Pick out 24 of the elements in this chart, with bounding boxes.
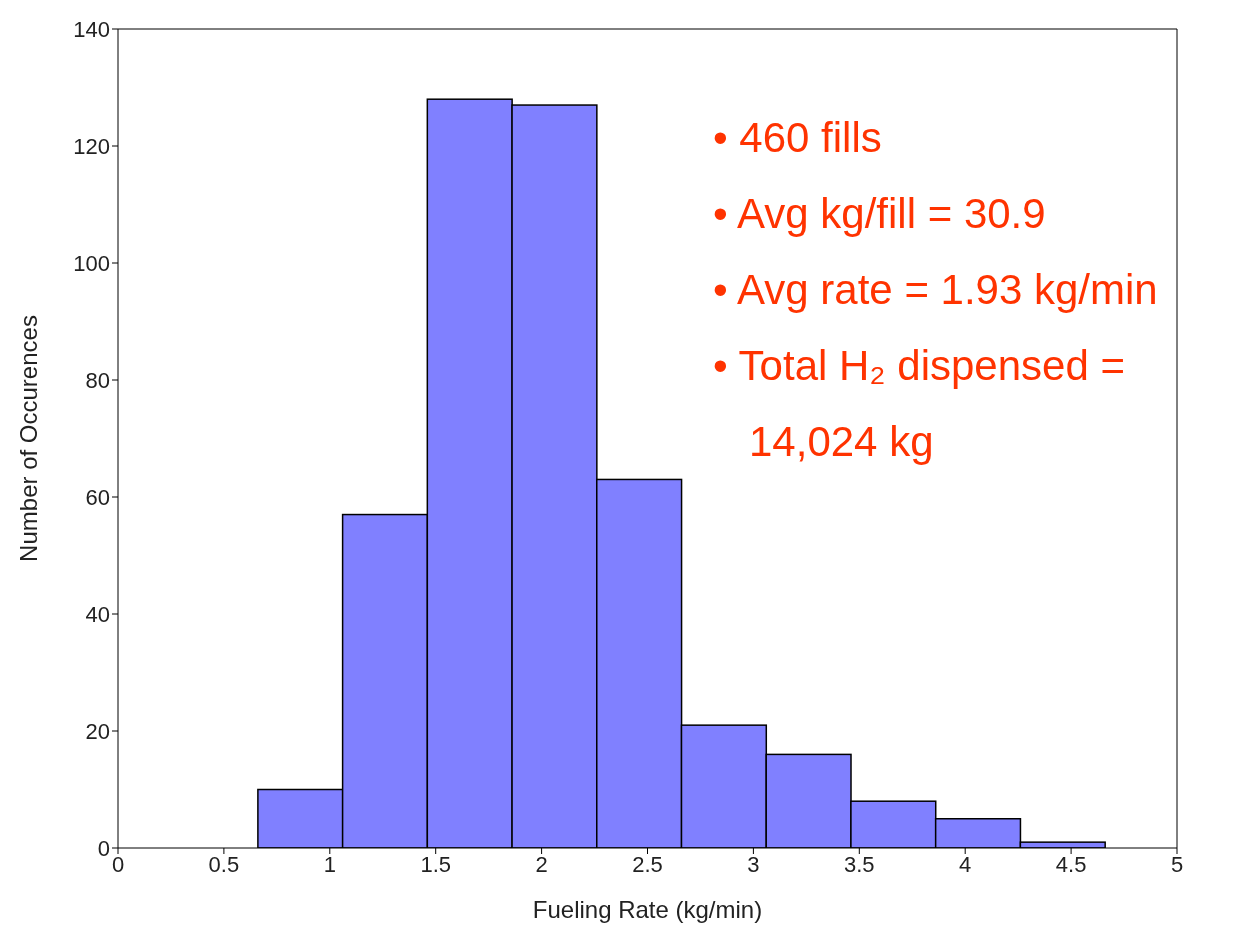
x-tick-label: 3 [747, 851, 760, 877]
y-tick-label: 100 [73, 250, 110, 276]
y-tick-label: 120 [73, 133, 110, 159]
y-tick-label: 20 [85, 718, 110, 744]
x-tick-label: 1 [323, 851, 336, 877]
x-tick-label: 2.5 [632, 851, 663, 877]
x-tick-label: 3.5 [844, 851, 875, 877]
y-tick-label: 80 [85, 367, 110, 393]
annotation: • Avg kg/fill = 30.9 [713, 189, 1047, 239]
x-tick-label: 4 [959, 851, 972, 877]
y-tick-label: 60 [85, 484, 110, 510]
annotation: • Avg rate = 1.93 kg/min [713, 265, 1159, 315]
x-tick-label: 1.5 [420, 851, 451, 877]
annotation: • Total H₂ dispensed = 14,024 kg [713, 341, 1126, 467]
y-tick-label: 0 [97, 835, 110, 861]
x-tick-label: 4.5 [1055, 851, 1087, 877]
x-tick-label: 5 [1170, 851, 1184, 877]
y-tick-label: 40 [85, 601, 110, 627]
x-tick-label: 2 [535, 851, 548, 877]
annotation: • 460 fills [713, 113, 883, 163]
x-tick-label: 0.5 [208, 851, 240, 877]
x-axis-title: Fueling Rate (kg/min) [532, 896, 763, 923]
y-tick-label: 140 [73, 16, 110, 42]
y-axis-title: Number of Occurences [14, 315, 42, 562]
